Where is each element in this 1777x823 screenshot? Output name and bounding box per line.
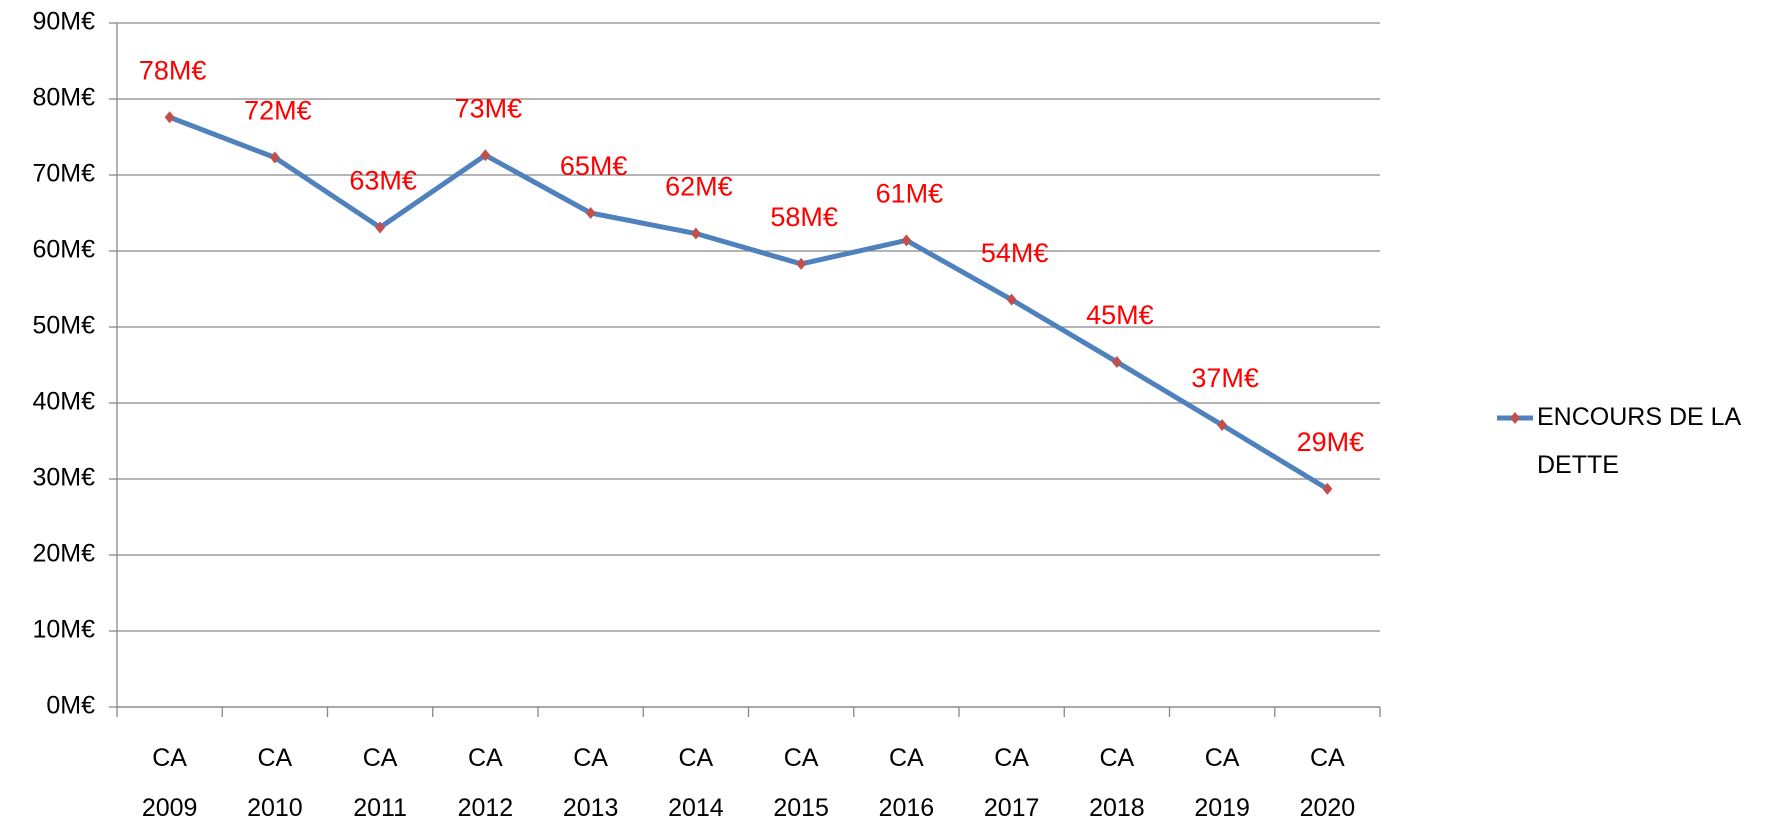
marker — [164, 111, 175, 124]
data-label: 73M€ — [455, 93, 523, 123]
y-tick-label: 60M€ — [32, 236, 95, 264]
y-tick-label: 20M€ — [32, 540, 95, 568]
marker — [690, 227, 701, 240]
x-tick-label: CA 2011 — [353, 744, 407, 822]
series-line — [168, 114, 1329, 492]
x-tick-label: CA 2018 — [1089, 744, 1145, 822]
x-tick-label: CA 2019 — [1194, 744, 1250, 822]
y-tick-label: 30M€ — [32, 464, 95, 492]
marker — [480, 149, 491, 162]
marker — [1217, 419, 1228, 432]
y-tick-label: 40M€ — [32, 388, 95, 416]
marker — [585, 207, 596, 219]
data-label: 72M€ — [244, 96, 312, 126]
legend-label: ENCOURS DE LA DETTE — [1537, 403, 1742, 479]
marker — [1322, 482, 1333, 495]
y-tick-label: 10M€ — [32, 616, 95, 644]
x-tick-label: CA 2009 — [142, 744, 198, 822]
data-label: 37M€ — [1191, 363, 1259, 393]
x-tick-label: CA 2020 — [1300, 744, 1356, 822]
data-label: 63M€ — [349, 166, 417, 196]
x-tick-label: CA 2012 — [458, 744, 514, 822]
data-label: 45M€ — [1086, 300, 1154, 330]
marker — [901, 234, 912, 247]
data-label: 62M€ — [665, 172, 733, 202]
data-label: 29M€ — [1297, 427, 1365, 457]
y-tick-label: 80M€ — [32, 84, 95, 112]
data-label: 61M€ — [876, 178, 944, 208]
y-tick-label: 50M€ — [32, 312, 95, 340]
x-tick-label: CA 2014 — [668, 744, 724, 822]
x-tick-label: CA 2013 — [563, 744, 619, 822]
marker — [1006, 293, 1017, 306]
marker — [796, 257, 807, 270]
data-label: 65M€ — [560, 151, 628, 181]
marker — [1111, 355, 1122, 368]
data-label: 58M€ — [770, 202, 838, 232]
y-tick-label: 70M€ — [32, 160, 95, 188]
x-tick-label: CA 2015 — [773, 744, 829, 822]
x-tick-label: CA 2010 — [247, 744, 303, 822]
marker — [375, 221, 386, 234]
legend-marker — [1510, 412, 1520, 424]
data-label: 78M€ — [139, 55, 207, 85]
marker — [269, 151, 280, 164]
x-tick-label: CA 2016 — [879, 744, 935, 822]
data-label: 54M€ — [981, 238, 1049, 268]
y-tick-label: 0M€ — [46, 692, 95, 720]
x-tick-label: CA 2017 — [984, 744, 1040, 822]
y-tick-label: 90M€ — [32, 8, 95, 36]
